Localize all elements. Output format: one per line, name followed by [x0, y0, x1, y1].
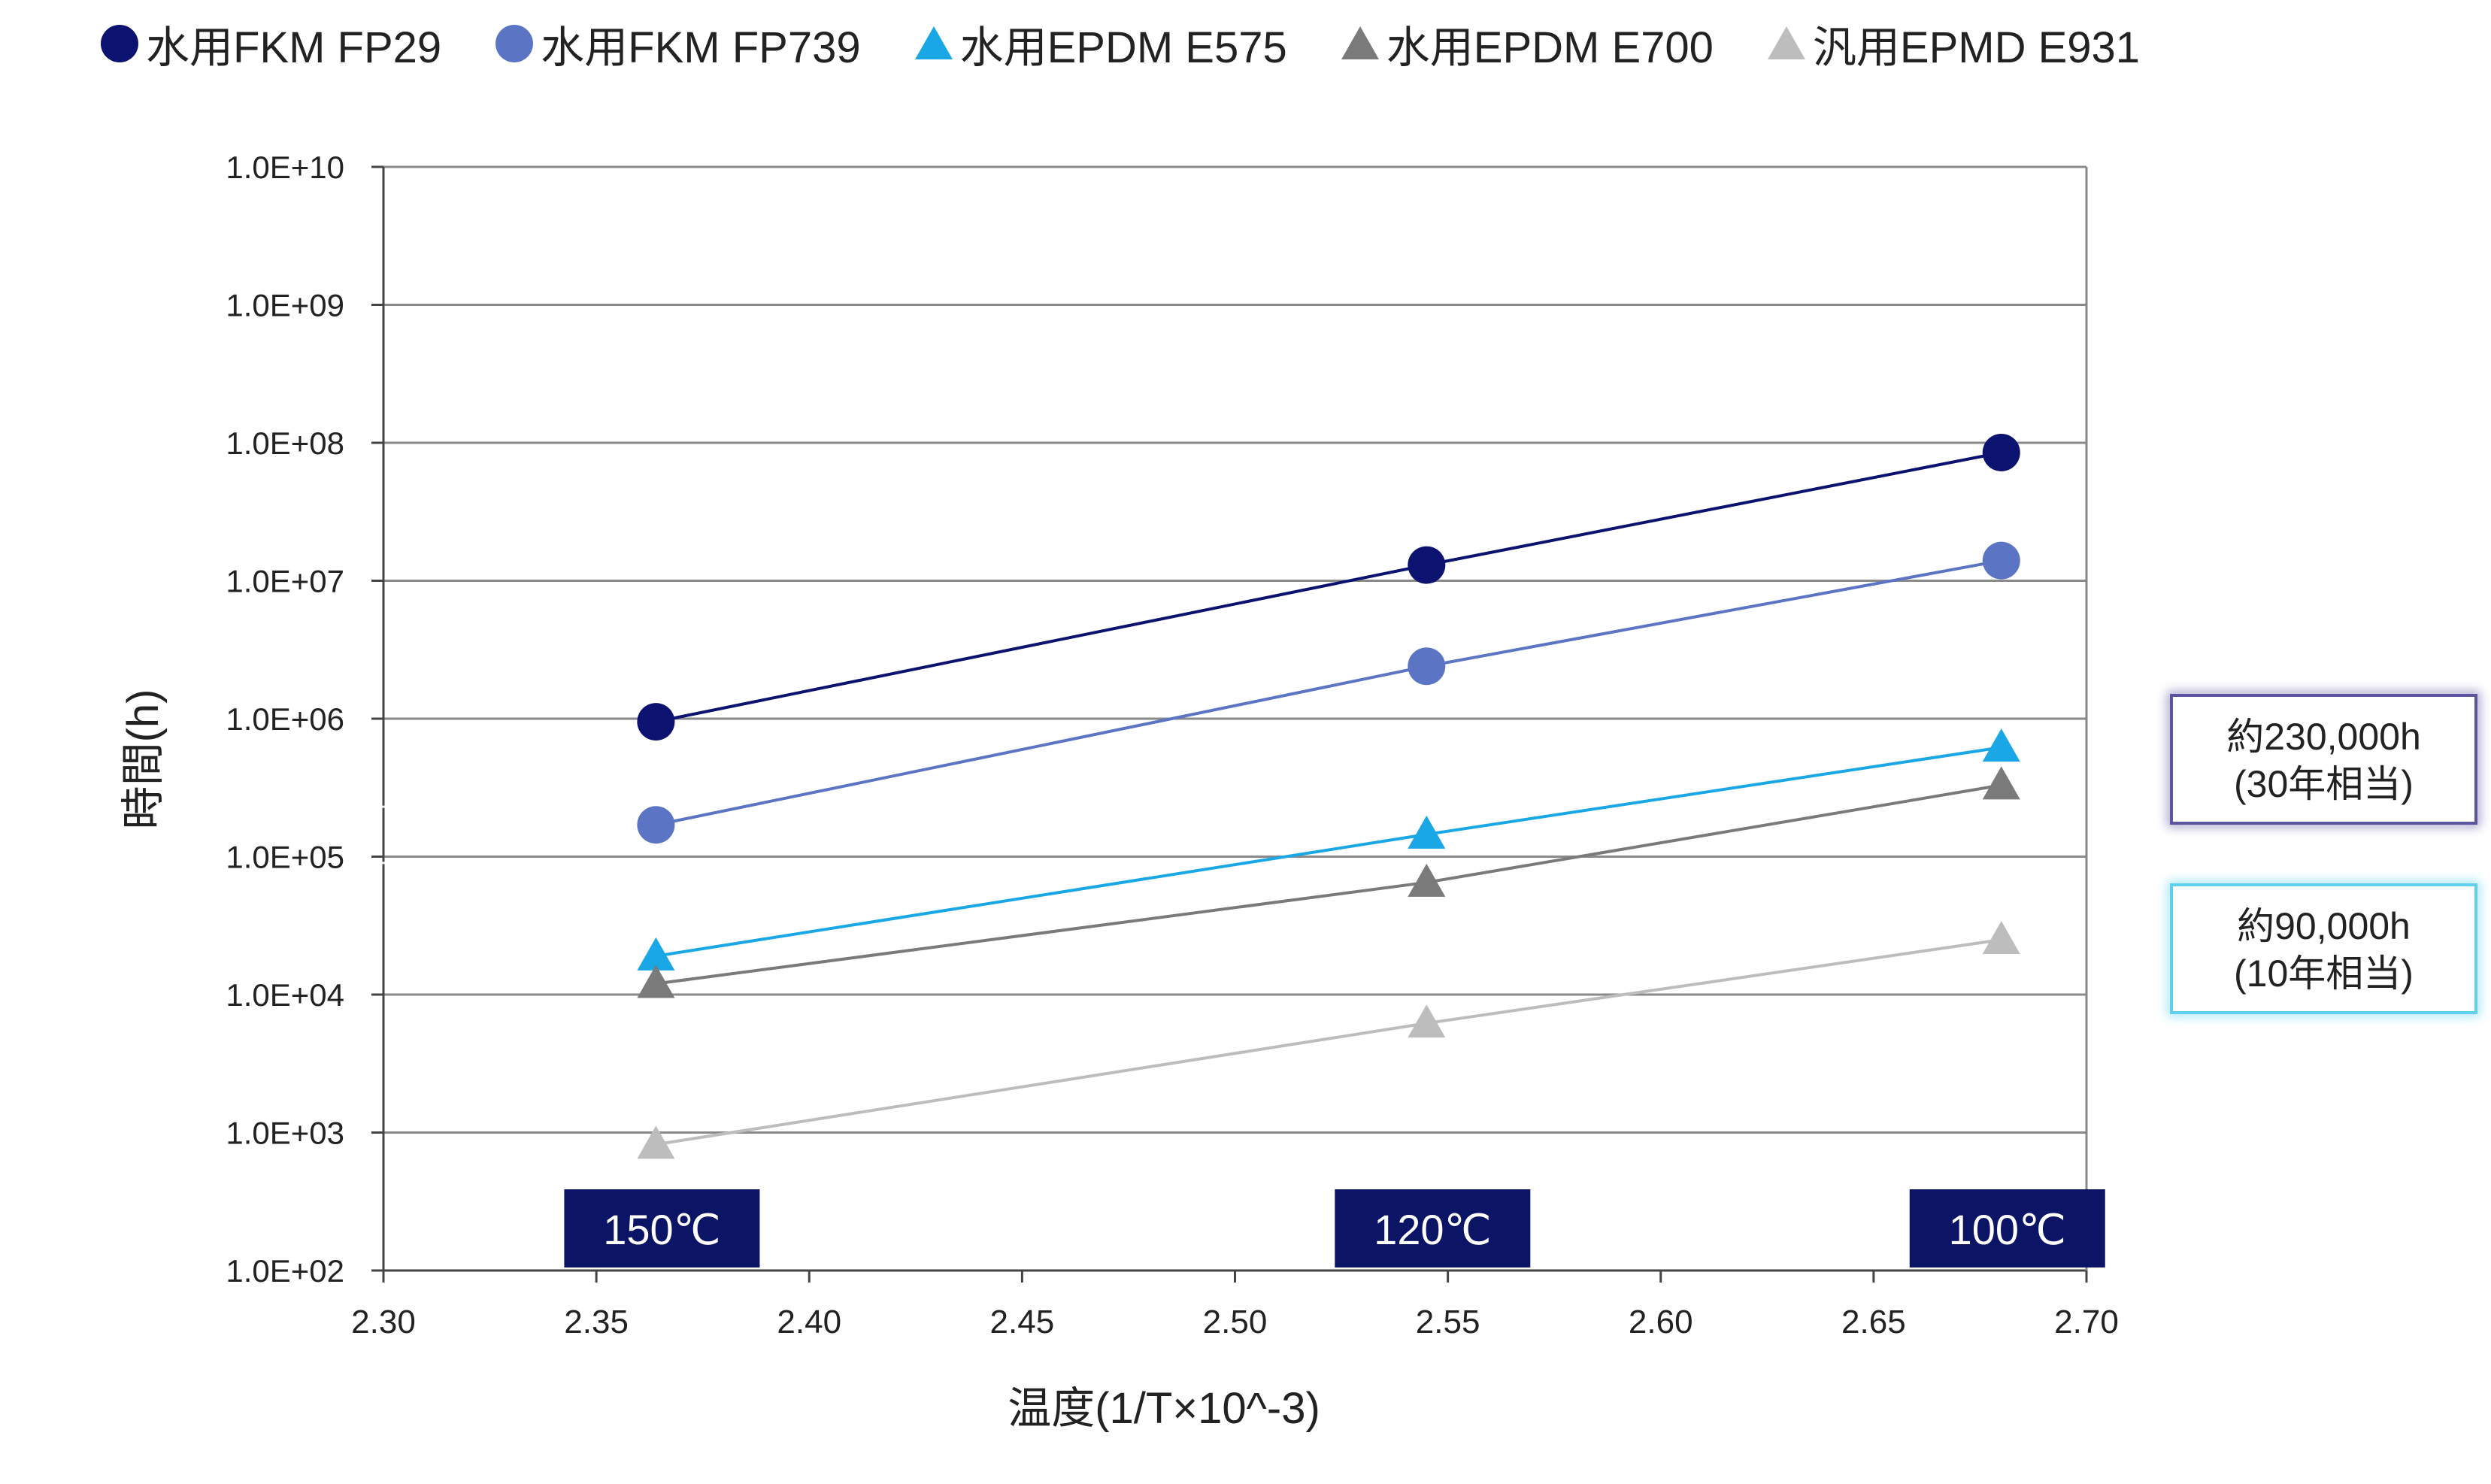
legend-label: 水用EPDM E575	[959, 23, 1287, 72]
data-point	[1982, 728, 2020, 762]
x-tick-label: 2.50	[1203, 1304, 1268, 1340]
reference-label: 約230,000h	[2226, 716, 2421, 758]
circle-marker-icon	[101, 25, 138, 62]
triangle-marker-icon	[1767, 26, 1805, 59]
y-tick-label: 1.0E+05	[226, 840, 344, 875]
temperature-label: 100℃	[1949, 1206, 2066, 1253]
y-tick-label: 1.0E+04	[226, 977, 344, 1013]
data-point	[637, 1125, 675, 1159]
temperature-label: 120℃	[1374, 1206, 1491, 1253]
legend: 水用FKM FP29 水用FKM FP739 水用EPDM E575 水用EPD…	[98, 14, 2191, 74]
reference-box	[2170, 694, 2477, 825]
reference-sublabel: (30年相当)	[2234, 763, 2414, 805]
reference-box	[2170, 883, 2477, 1014]
x-tick-label: 2.55	[1416, 1304, 1480, 1340]
x-tick-label: 2.35	[564, 1304, 629, 1340]
y-tick-label: 1.0E+03	[226, 1116, 344, 1151]
series-line	[656, 746, 2002, 958]
data-point	[637, 937, 675, 971]
series-line	[655, 559, 2002, 827]
y-tick-label: 1.0E+07	[226, 564, 344, 599]
reference-sublabel: (10年相当)	[2234, 952, 2414, 995]
x-tick-label: 2.30	[351, 1304, 416, 1340]
y-tick-label: 1.0E+08	[226, 426, 344, 461]
data-point	[1408, 1004, 1446, 1038]
x-tick-label: 2.70	[2054, 1304, 2119, 1340]
triangle-marker-icon	[1341, 26, 1379, 59]
x-tick-label: 2.40	[777, 1304, 841, 1340]
temperature-label: 150℃	[603, 1206, 720, 1253]
temperature-badge	[1335, 1189, 1531, 1267]
data-point	[1982, 766, 2020, 800]
reference-label: 約90,000h	[2237, 905, 2411, 947]
series-line	[656, 938, 2002, 1146]
legend-item-epmd-e931: 汎用EPMD E931	[1765, 12, 2140, 75]
circle-marker-icon	[495, 25, 534, 62]
legend-item-fkm-fp29: 水用FKM FP29	[98, 12, 441, 75]
data-point	[1408, 647, 1446, 686]
triangle-marker-icon	[914, 26, 953, 59]
y-tick-label: 1.0E+02	[226, 1253, 344, 1289]
legend-item-epdm-e575: 水用EPDM E575	[912, 12, 1287, 75]
x-axis-title: 温度(1/T×10^-3)	[1008, 1384, 1320, 1433]
series-line	[656, 783, 2002, 986]
data-point	[1982, 541, 2020, 580]
y-tick-label: 1.0E+10	[226, 150, 344, 185]
temperature-badge	[1909, 1189, 2105, 1267]
data-point	[1982, 920, 2020, 954]
data-point	[637, 806, 675, 844]
data-point	[1408, 863, 1446, 897]
data-point	[637, 965, 675, 998]
data-point	[1982, 433, 2020, 471]
y-tick-label: 1.0E+06	[226, 701, 344, 737]
legend-label: 水用FKM FP739	[541, 23, 861, 72]
y-axis-title: 時間(h)	[119, 689, 168, 830]
data-point	[637, 703, 675, 741]
series-line	[656, 451, 2002, 724]
data-point	[1408, 815, 1446, 849]
temperature-badge	[564, 1189, 760, 1267]
legend-item-fkm-fp739: 水用FKM FP739	[492, 12, 861, 75]
legend-label: 汎用EPMD E931	[1812, 23, 2141, 72]
legend-item-epdm-e700: 水用EPDM E700	[1338, 12, 1714, 75]
x-tick-label: 2.45	[990, 1304, 1055, 1340]
x-tick-label: 2.60	[1629, 1304, 1693, 1340]
data-point	[1408, 546, 1446, 584]
y-tick-label: 1.0E+09	[226, 288, 344, 323]
legend-label: 水用EPDM E700	[1386, 23, 1714, 72]
x-tick-label: 2.65	[1841, 1304, 1906, 1340]
legend-label: 水用FKM FP29	[146, 23, 442, 72]
